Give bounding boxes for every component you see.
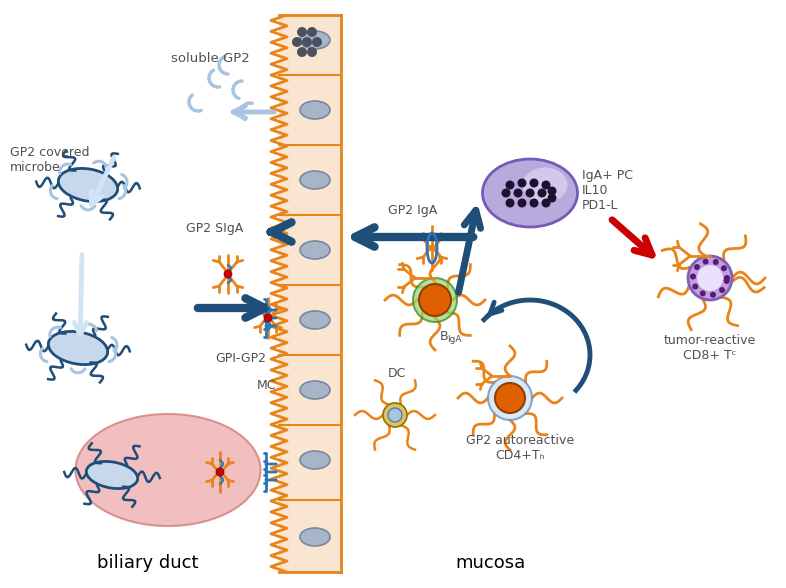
Circle shape	[495, 383, 525, 413]
Circle shape	[530, 199, 538, 208]
Circle shape	[688, 256, 732, 300]
Ellipse shape	[300, 101, 330, 119]
Text: mucosa: mucosa	[455, 554, 525, 572]
Circle shape	[264, 314, 272, 322]
Circle shape	[724, 278, 729, 284]
Circle shape	[517, 199, 527, 208]
Text: GP2 SIgA: GP2 SIgA	[186, 222, 243, 235]
Circle shape	[388, 408, 402, 422]
Circle shape	[542, 199, 550, 208]
Text: GP2 IgA: GP2 IgA	[388, 203, 437, 216]
Ellipse shape	[58, 168, 118, 202]
Circle shape	[710, 292, 716, 298]
Circle shape	[488, 376, 532, 420]
Ellipse shape	[523, 168, 567, 202]
Ellipse shape	[300, 31, 330, 49]
Circle shape	[694, 264, 700, 270]
Text: tumor-reactive
CD8+ Tᶜ: tumor-reactive CD8+ Tᶜ	[664, 334, 756, 362]
Circle shape	[690, 273, 696, 279]
Text: GP2 covered
microbe: GP2 covered microbe	[10, 146, 90, 174]
Ellipse shape	[300, 241, 330, 259]
Circle shape	[517, 179, 527, 188]
Circle shape	[501, 189, 510, 198]
Circle shape	[505, 181, 515, 189]
Circle shape	[312, 37, 322, 47]
Circle shape	[548, 186, 556, 195]
Text: DC: DC	[387, 367, 406, 380]
Circle shape	[216, 468, 224, 476]
Ellipse shape	[75, 414, 260, 526]
Circle shape	[721, 265, 727, 271]
Text: GP2 autoreactive
CD4+Tₕ: GP2 autoreactive CD4+Tₕ	[466, 434, 574, 462]
Ellipse shape	[48, 332, 108, 365]
Text: IgA+ PC
IL10
PD1-L: IgA+ PC IL10 PD1-L	[582, 169, 633, 212]
Circle shape	[548, 193, 556, 202]
Circle shape	[413, 278, 457, 322]
Text: biliary duct: biliary duct	[97, 554, 199, 572]
Circle shape	[538, 189, 546, 198]
Text: GPI-GP2: GPI-GP2	[215, 352, 266, 365]
Circle shape	[302, 37, 312, 47]
Circle shape	[700, 290, 706, 296]
Circle shape	[526, 189, 534, 198]
Circle shape	[542, 181, 550, 189]
Text: MC: MC	[256, 379, 276, 392]
Text: IgA: IgA	[447, 335, 461, 344]
Text: B: B	[440, 330, 449, 343]
Circle shape	[505, 199, 515, 208]
Circle shape	[692, 283, 698, 289]
Ellipse shape	[483, 159, 578, 227]
Circle shape	[224, 270, 232, 278]
Circle shape	[297, 47, 307, 57]
Ellipse shape	[300, 528, 330, 546]
Text: soluble GP2: soluble GP2	[171, 52, 249, 65]
Circle shape	[530, 179, 538, 188]
Circle shape	[419, 284, 451, 316]
Circle shape	[513, 189, 523, 198]
Circle shape	[697, 265, 723, 291]
Ellipse shape	[300, 451, 330, 469]
Circle shape	[719, 287, 725, 293]
Circle shape	[307, 27, 317, 37]
Bar	[279, 15, 341, 572]
Circle shape	[724, 275, 730, 281]
Circle shape	[383, 403, 407, 427]
Ellipse shape	[300, 171, 330, 189]
Ellipse shape	[86, 462, 138, 489]
Ellipse shape	[300, 311, 330, 329]
Circle shape	[297, 27, 307, 37]
Circle shape	[713, 259, 719, 265]
Circle shape	[703, 259, 709, 265]
Circle shape	[292, 37, 302, 47]
Circle shape	[307, 47, 317, 57]
Ellipse shape	[300, 381, 330, 399]
